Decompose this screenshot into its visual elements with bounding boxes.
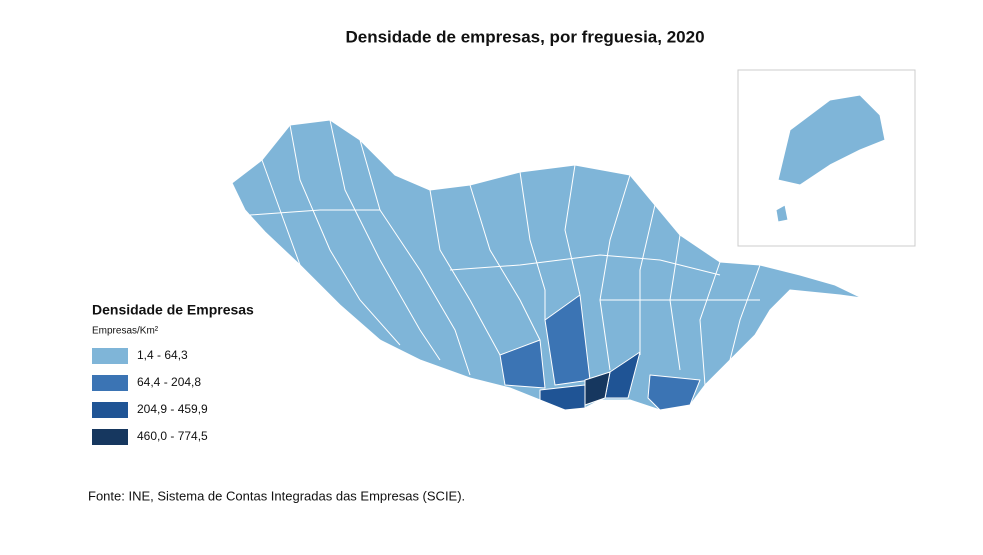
legend-swatch xyxy=(92,429,128,445)
map-title: Densidade de empresas, por freguesia, 20… xyxy=(345,27,704,46)
legend-label: 460,0 - 774,5 xyxy=(137,429,208,443)
porto-santo-island xyxy=(777,94,886,186)
parish-borders xyxy=(249,119,761,386)
legend: 1,4 - 64,3 64,4 - 204,8 204,9 - 459,9 460,0… xyxy=(92,348,208,445)
parish xyxy=(647,374,701,411)
inset-frame xyxy=(737,69,916,247)
parish xyxy=(499,339,546,389)
legend-label: 1,4 - 64,3 xyxy=(137,348,188,362)
legend-label: 204,9 - 459,9 xyxy=(137,402,208,416)
legend-swatch xyxy=(92,375,128,391)
legend-swatch xyxy=(92,402,128,418)
source-note: Fonte: INE, Sistema de Contas Integradas… xyxy=(88,488,465,503)
parish xyxy=(584,371,611,406)
legend-label: 64,4 - 204,8 xyxy=(137,375,201,389)
islet xyxy=(775,204,789,223)
legend-swatch xyxy=(92,348,128,364)
madeira-island xyxy=(231,119,863,411)
parish xyxy=(539,384,586,411)
legend-title: Densidade de Empresas xyxy=(92,302,254,318)
legend-subtitle: Empresas/Km² xyxy=(92,326,159,337)
